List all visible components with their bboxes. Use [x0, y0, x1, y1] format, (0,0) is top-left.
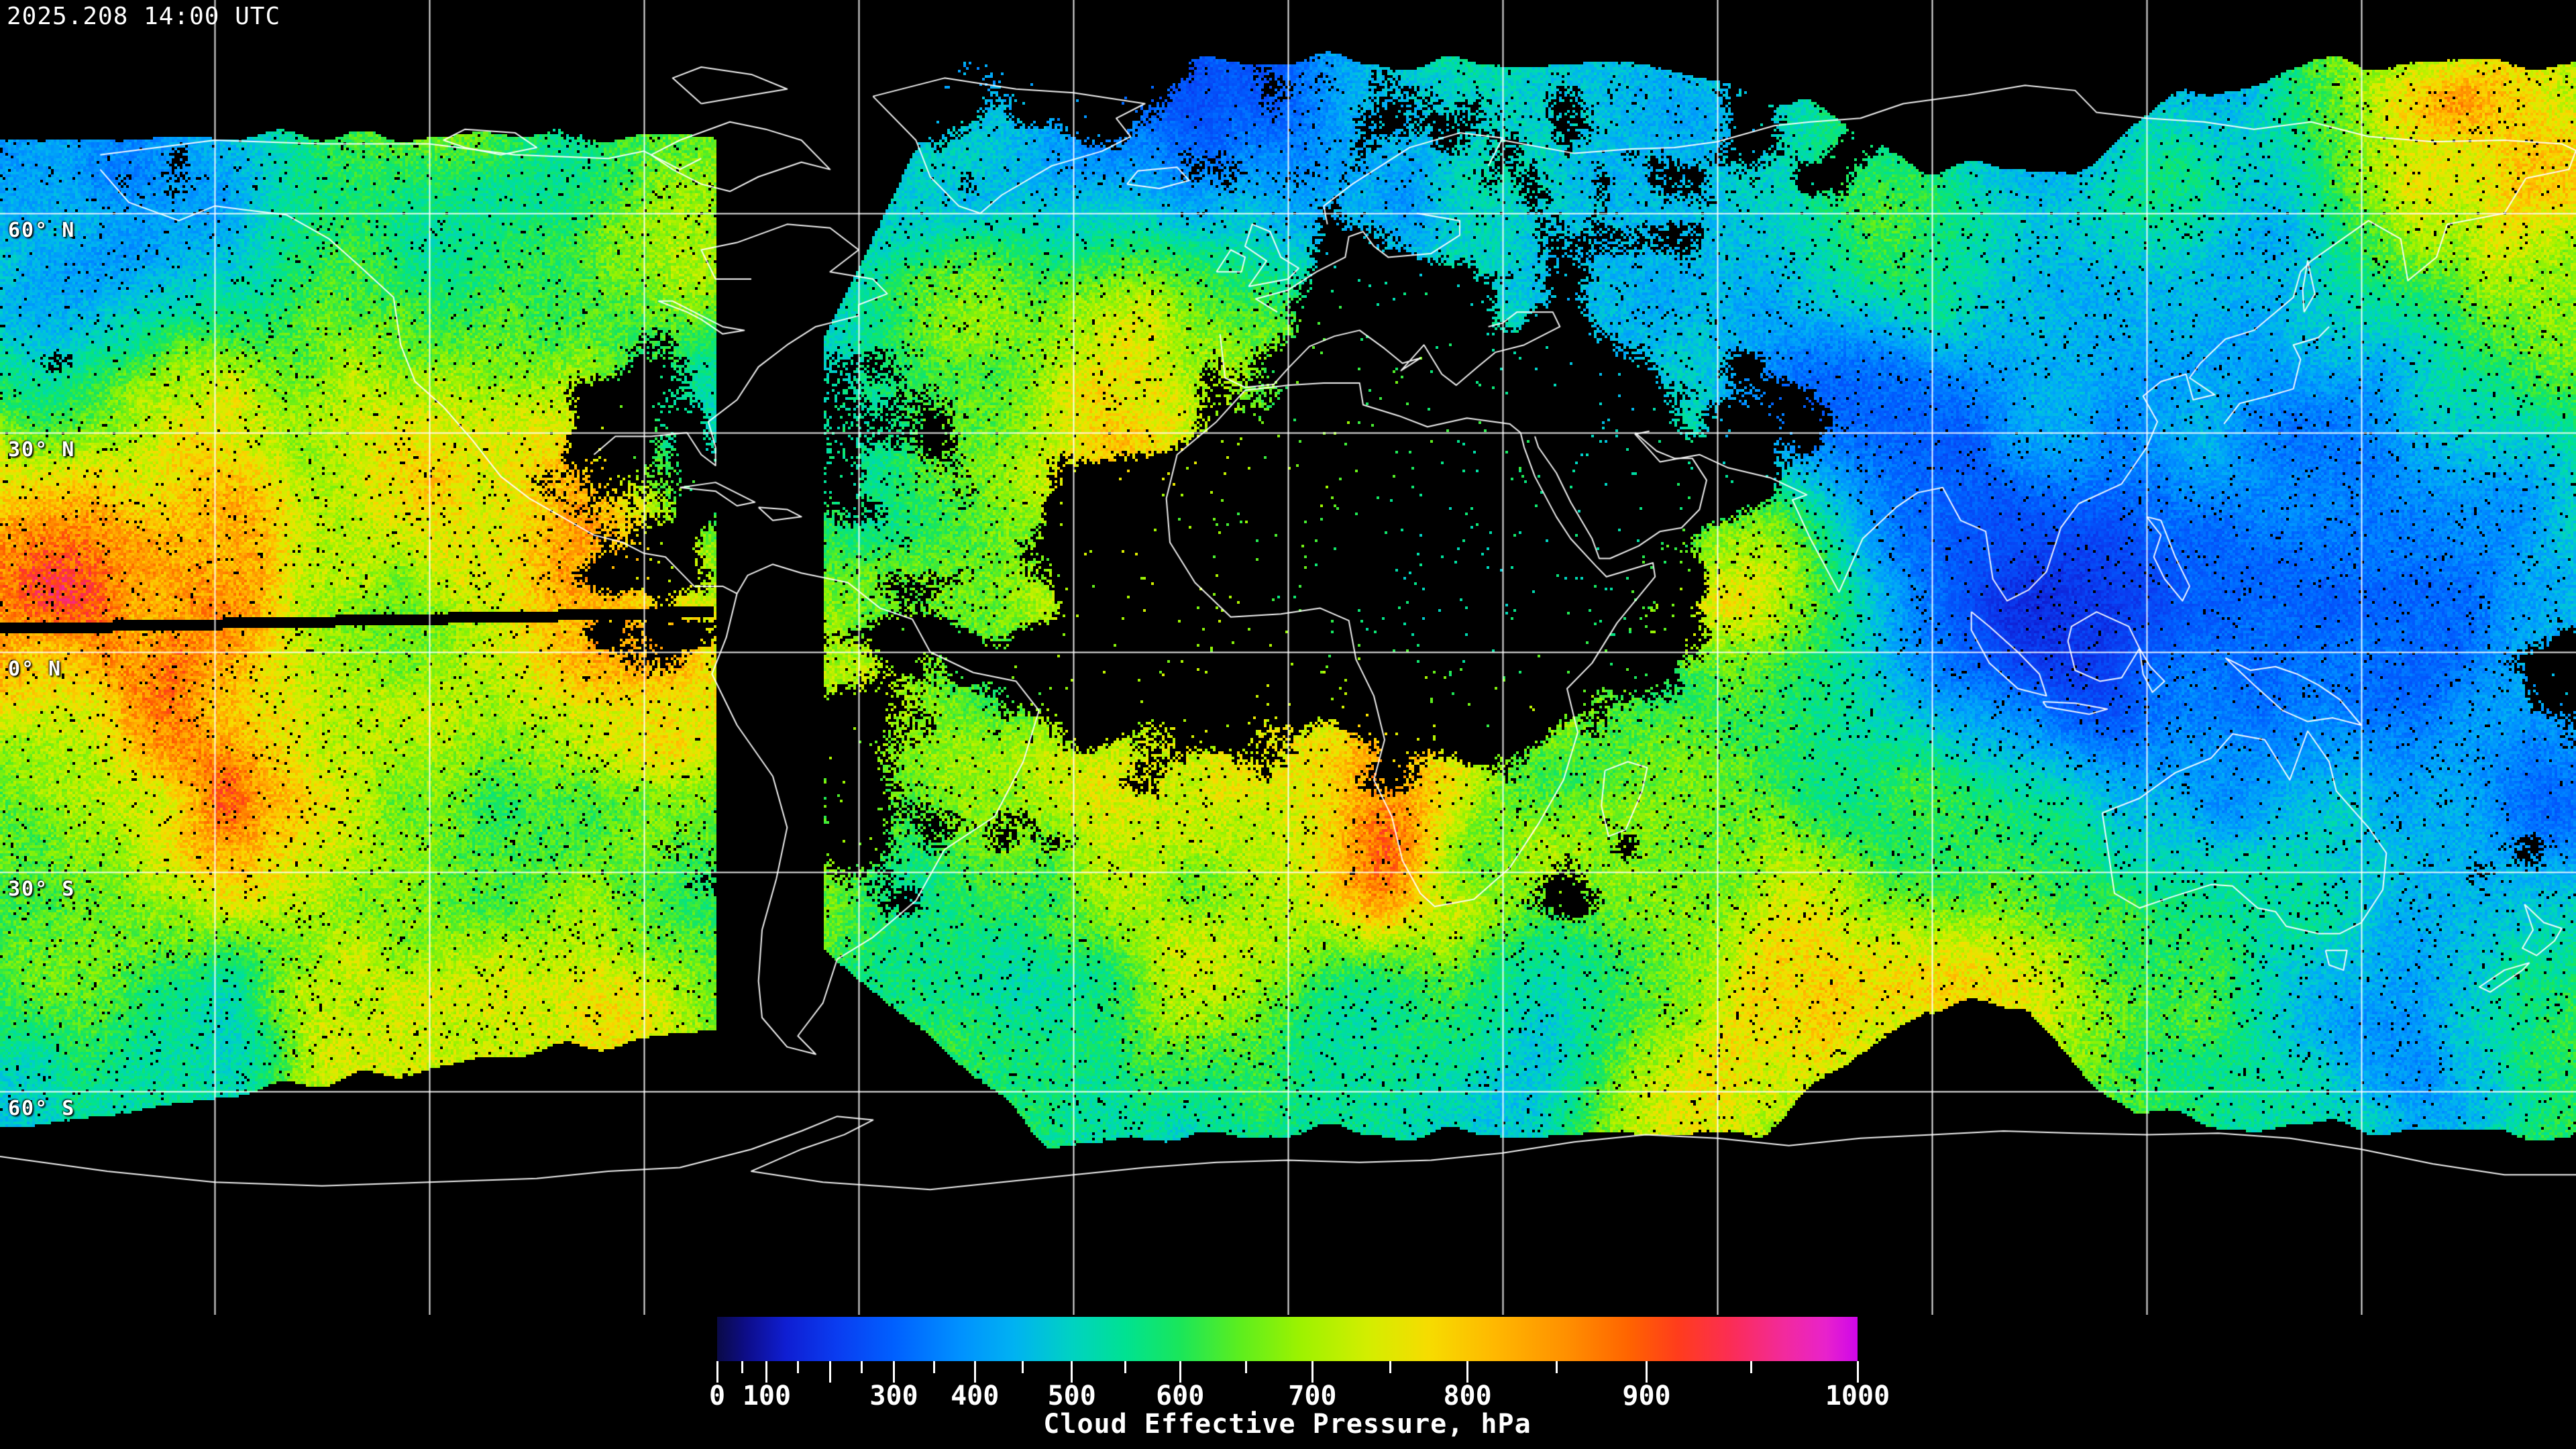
- colorbar-major-tick: [893, 1361, 895, 1383]
- colorbar-tick-label: 900: [1622, 1381, 1671, 1411]
- colorbar-major-tick: [973, 1361, 976, 1383]
- colorbar-tick-label: 0: [708, 1381, 726, 1411]
- colorbar-tick-label: 100: [742, 1381, 792, 1411]
- colorbar-tick-label: 300: [869, 1381, 918, 1411]
- colorbar-minor-tick: [1389, 1361, 1391, 1373]
- colorbar-major-tick: [1646, 1361, 1648, 1383]
- colorbar-minor-tick: [1750, 1361, 1753, 1373]
- colorbar-minor-tick: [1555, 1361, 1558, 1373]
- latitude-label: 60° S: [8, 1097, 76, 1120]
- colorbar-major-tick: [1856, 1361, 1859, 1383]
- latitude-label: 0° N: [8, 657, 62, 681]
- colorbar-tick-label: 600: [1156, 1381, 1205, 1411]
- latitude-label: 60° N: [8, 219, 76, 242]
- graticule-coastline-canvas: [0, 0, 2576, 1315]
- colorbar-tick-label: 400: [951, 1381, 1000, 1411]
- colorbar-major-tick: [765, 1361, 768, 1383]
- colorbar-minor-tick: [861, 1361, 863, 1373]
- colorbar-minor-tick: [1124, 1361, 1127, 1373]
- colorbar-major-tick: [1071, 1361, 1073, 1383]
- colorbar-gradient: [717, 1317, 1858, 1361]
- colorbar-title: Cloud Effective Pressure, hPa: [1043, 1409, 1532, 1440]
- colorbar-minor-tick: [1022, 1361, 1024, 1373]
- colorbar-major-tick: [828, 1361, 831, 1383]
- colorbar-major-tick: [1179, 1361, 1181, 1383]
- colorbar-tick-label: 500: [1047, 1381, 1096, 1411]
- colorbar-minor-tick: [1245, 1361, 1248, 1373]
- colorbar-minor-tick: [932, 1361, 935, 1373]
- colorbar-minor-tick: [741, 1361, 743, 1373]
- timestamp-label: 2025.208 14:00 UTC: [7, 3, 281, 30]
- colorbar-major-tick: [1311, 1361, 1313, 1383]
- colorbar-tick-label: 800: [1443, 1381, 1492, 1411]
- latitude-label: 30° N: [8, 438, 76, 462]
- colorbar-minor-tick: [797, 1361, 800, 1373]
- colorbar-tick-label: 700: [1288, 1381, 1337, 1411]
- colorbar-tick-label: 1000: [1825, 1381, 1890, 1411]
- latitude-label: 30° S: [8, 877, 76, 901]
- colorbar-major-tick: [1466, 1361, 1469, 1383]
- colorbar-major-tick: [716, 1361, 718, 1383]
